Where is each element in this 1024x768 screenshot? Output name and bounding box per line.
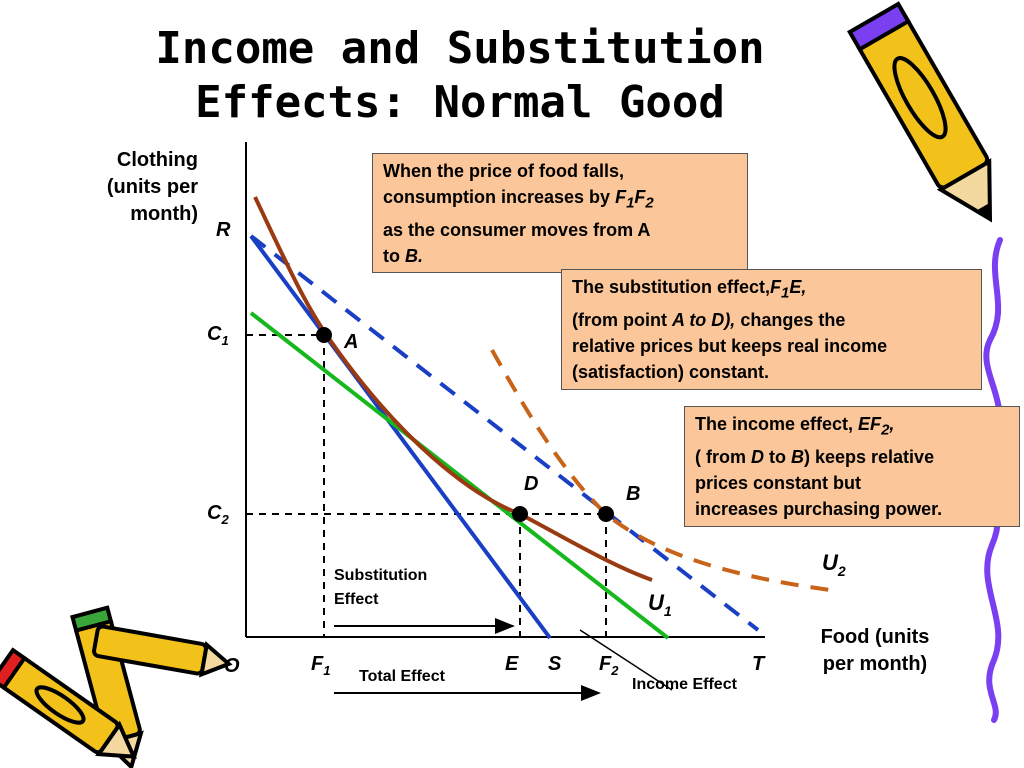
label-c1-main: C — [207, 323, 222, 345]
total-effect-label: Total Effect — [359, 668, 446, 685]
label-e: E — [505, 653, 519, 675]
label-f2: F2 — [599, 653, 619, 678]
box1-line-2: consumption increases by F1F2 — [383, 184, 737, 217]
box3-d: D — [751, 446, 764, 467]
box3-line-2-mid: to — [764, 446, 791, 467]
box1-line-4: to B. — [383, 243, 737, 269]
x-axis-label: Food (units per month) — [800, 624, 950, 678]
label-t: T — [752, 653, 766, 675]
box1-f1: F — [615, 187, 627, 207]
point-d-dot — [512, 506, 528, 522]
label-u2-main: U — [822, 550, 839, 575]
budget-line-rs — [249, 234, 552, 640]
box1-f1-sub: 1 — [626, 194, 635, 212]
box2-line-2-post: ), — [724, 309, 736, 330]
box2-line-2-pre: (from point — [572, 309, 672, 330]
point-a-dot — [316, 327, 332, 343]
box1-f2-sub: 2 — [645, 194, 654, 212]
label-c1-sub: 1 — [221, 333, 228, 348]
box1-f2: F — [634, 187, 646, 207]
label-a: A — [343, 331, 358, 353]
label-u2: U2 — [822, 550, 846, 579]
box2-line-1: The substitution effect,F1E, — [572, 274, 971, 307]
slide-title: Income and Substitution Effects: Normal … — [100, 22, 820, 130]
label-f1-main: F — [311, 653, 324, 675]
box3-line-2-pre: ( from — [695, 446, 751, 467]
label-o: O — [224, 655, 240, 677]
indifference-curve-u1 — [253, 196, 653, 582]
box3-line-1: The income effect, EF2, — [695, 411, 1009, 444]
box3-b: B — [791, 446, 804, 467]
label-u1: U1 — [648, 590, 672, 619]
label-f2-sub: 2 — [610, 663, 619, 678]
income-effect-leader — [579, 629, 673, 691]
substitution-effect-label: Substitution Effect — [334, 567, 432, 608]
substitution-effect-box: The substitution effect,F1E, (from point… — [561, 269, 982, 390]
y-axis-label-line-3: month) — [130, 203, 198, 225]
box3-line-2: ( from D to B) keeps relative — [695, 444, 1009, 470]
box2-a-to-d: A to D — [671, 309, 725, 330]
label-s: S — [548, 653, 562, 675]
label-c1: C1 — [207, 323, 229, 348]
box2-line-4: (satisfaction) constant. — [572, 361, 770, 382]
y-axis-label-line-2: (units per — [106, 176, 198, 198]
label-c2: C2 — [207, 502, 229, 527]
label-f2-main: F — [599, 653, 612, 675]
label-b: B — [626, 483, 640, 505]
box2-line-3: relative prices but keeps real income — [572, 335, 888, 356]
point-b-dot — [598, 506, 614, 522]
box3-ef: EF — [858, 414, 882, 434]
label-d: D — [524, 473, 538, 495]
box2-line-2: (from point A to D), changes the — [572, 307, 971, 333]
box1-line-1: When the price of food falls, — [383, 161, 625, 181]
label-r: R — [216, 219, 231, 241]
box2-line-1-text: The substitution effect, — [572, 277, 770, 297]
income-effect-box: The income effect, EF2, ( from D to B) k… — [684, 406, 1020, 527]
price-fall-explanation-box: When the price of food falls, consumptio… — [372, 153, 748, 273]
indifference-curve-u2 — [490, 349, 831, 592]
label-u1-sub: 1 — [664, 603, 672, 619]
y-axis-label: Clothing (units per month) — [60, 147, 198, 228]
box3-comma: , — [889, 414, 895, 434]
label-c2-main: C — [207, 502, 222, 524]
budget-line-compensated — [249, 311, 670, 640]
substitution-effect-label-line-1: Substitution — [334, 567, 427, 584]
box3-line-1-text: The income effect, — [695, 414, 859, 434]
y-axis-label-line-1: Clothing — [116, 149, 198, 171]
label-u2-sub: 2 — [837, 563, 846, 579]
substitution-effect-label-line-2: Effect — [334, 591, 379, 608]
box2-e: E, — [789, 277, 807, 297]
guide-lines — [246, 334, 607, 637]
income-effect-label: Income Effect — [632, 676, 738, 693]
box1-line-2-text: consumption increases by — [383, 187, 616, 207]
label-f1-sub: 1 — [323, 663, 330, 678]
title-line-1: Income and Substitution — [155, 23, 765, 74]
box2-line-2-rest: changes the — [735, 309, 846, 330]
label-u1-main: U — [648, 590, 665, 615]
x-axis-label-line-1: Food (units — [820, 626, 930, 648]
box1-line-3: as the consumer moves from A — [383, 219, 651, 240]
box2-f: F — [770, 277, 781, 297]
box3-line-2-post: ) keeps relative — [804, 446, 935, 467]
box1-line-4-text: to — [383, 245, 405, 266]
box3-ef-sub: 2 — [881, 421, 890, 439]
box1-b: B. — [405, 245, 423, 266]
title-line-2: Effects: Normal Good — [195, 77, 725, 128]
box3-line-4: increases purchasing power. — [695, 498, 943, 519]
box3-line-3: prices constant but — [695, 472, 862, 493]
budget-line-rt — [249, 234, 760, 632]
label-c2-sub: 2 — [220, 512, 229, 527]
x-axis-label-line-2: per month) — [822, 653, 928, 675]
pencil-icon-top-right — [847, 1, 993, 223]
pencil-icon-bottom-left — [0, 605, 233, 768]
box2-f-sub: 1 — [781, 284, 790, 302]
label-f1: F1 — [311, 653, 330, 678]
